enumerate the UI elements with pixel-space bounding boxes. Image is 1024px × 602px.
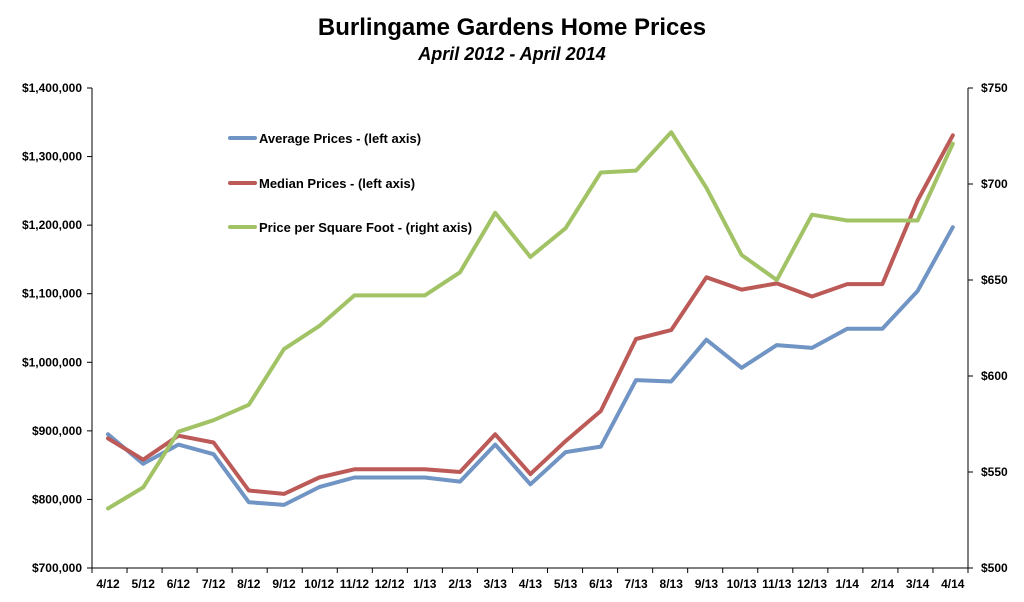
left-axis-tick-label: $1,100,000	[22, 287, 82, 301]
axes: $700,000 $800,000 $900,000 $1,000,000 $1,100…	[22, 81, 1008, 591]
right-axis-tick-label: $650	[981, 273, 1008, 287]
left-axis-tick-label: $1,200,000	[22, 218, 82, 232]
chart-title: Burlingame Gardens Home Prices	[317, 14, 707, 41]
x-axis-tick-label: 2/14	[871, 577, 895, 591]
x-axis-tick-label: 2/13	[448, 577, 472, 591]
right-axis-tick-label: $600	[981, 369, 1008, 383]
series-line-0	[106, 225, 955, 507]
legend-label: Price per Square Foot - (right axis)	[259, 220, 472, 235]
legend-label: Median Prices - (left axis)	[259, 176, 415, 191]
right-axis-tick-label: $700	[981, 177, 1008, 191]
x-axis-tick-label: 8/13	[660, 577, 684, 591]
x-axis-tick-label: 4/13	[519, 577, 543, 591]
x-axis-tick-label: 12/12	[375, 577, 405, 591]
x-axis-tick-label: 10/13	[727, 577, 757, 591]
x-axis-tick-label: 4/14	[941, 577, 965, 591]
right-axis-tick-label: $500	[981, 561, 1008, 575]
x-axis-tick-label: 12/13	[797, 577, 827, 591]
left-axis-tick-label: $1,400,000	[22, 81, 82, 95]
series-lines	[106, 130, 955, 511]
x-axis-tick-label: 11/12	[340, 577, 370, 591]
x-axis-tick-label: 1/14	[836, 577, 860, 591]
series-line-1	[106, 133, 955, 496]
legend-label: Average Prices - (left axis)	[259, 131, 421, 146]
x-axis-tick-label: 3/13	[484, 577, 508, 591]
left-axis-tick-label: $800,000	[32, 492, 82, 506]
x-axis-tick-label: 9/12	[272, 577, 296, 591]
right-axis-tick-label: $550	[981, 465, 1008, 479]
x-axis-tick-label: 5/12	[132, 577, 156, 591]
legend: Average Prices - (left axis) Median Price…	[228, 131, 472, 235]
left-axis-tick-label: $1,000,000	[22, 355, 82, 369]
x-axis-tick-label: 10/12	[304, 577, 334, 591]
x-axis-tick-label: 4/12	[96, 577, 120, 591]
x-axis-tick-label: 9/13	[695, 577, 719, 591]
x-axis-tick-label: 6/13	[589, 577, 613, 591]
chart-subtitle: April 2012 - April 2014	[418, 44, 606, 64]
x-axis-tick-label: 7/13	[624, 577, 648, 591]
left-axis-tick-label: $700,000	[32, 561, 82, 575]
x-axis-tick-label: 8/12	[237, 577, 261, 591]
series-line-2	[106, 130, 955, 511]
left-axis-tick-label: $1,300,000	[22, 150, 82, 164]
x-axis-tick-label: 5/13	[554, 577, 578, 591]
x-axis-tick-label: 7/12	[202, 577, 226, 591]
x-axis-tick-label: 11/13	[762, 577, 792, 591]
x-axis-tick-label: 3/14	[906, 577, 930, 591]
x-axis-tick-label: 1/13	[413, 577, 437, 591]
left-axis-tick-label: $900,000	[32, 424, 82, 438]
right-axis-tick-label: $750	[981, 81, 1008, 95]
x-axis-tick-label: 6/12	[167, 577, 191, 591]
